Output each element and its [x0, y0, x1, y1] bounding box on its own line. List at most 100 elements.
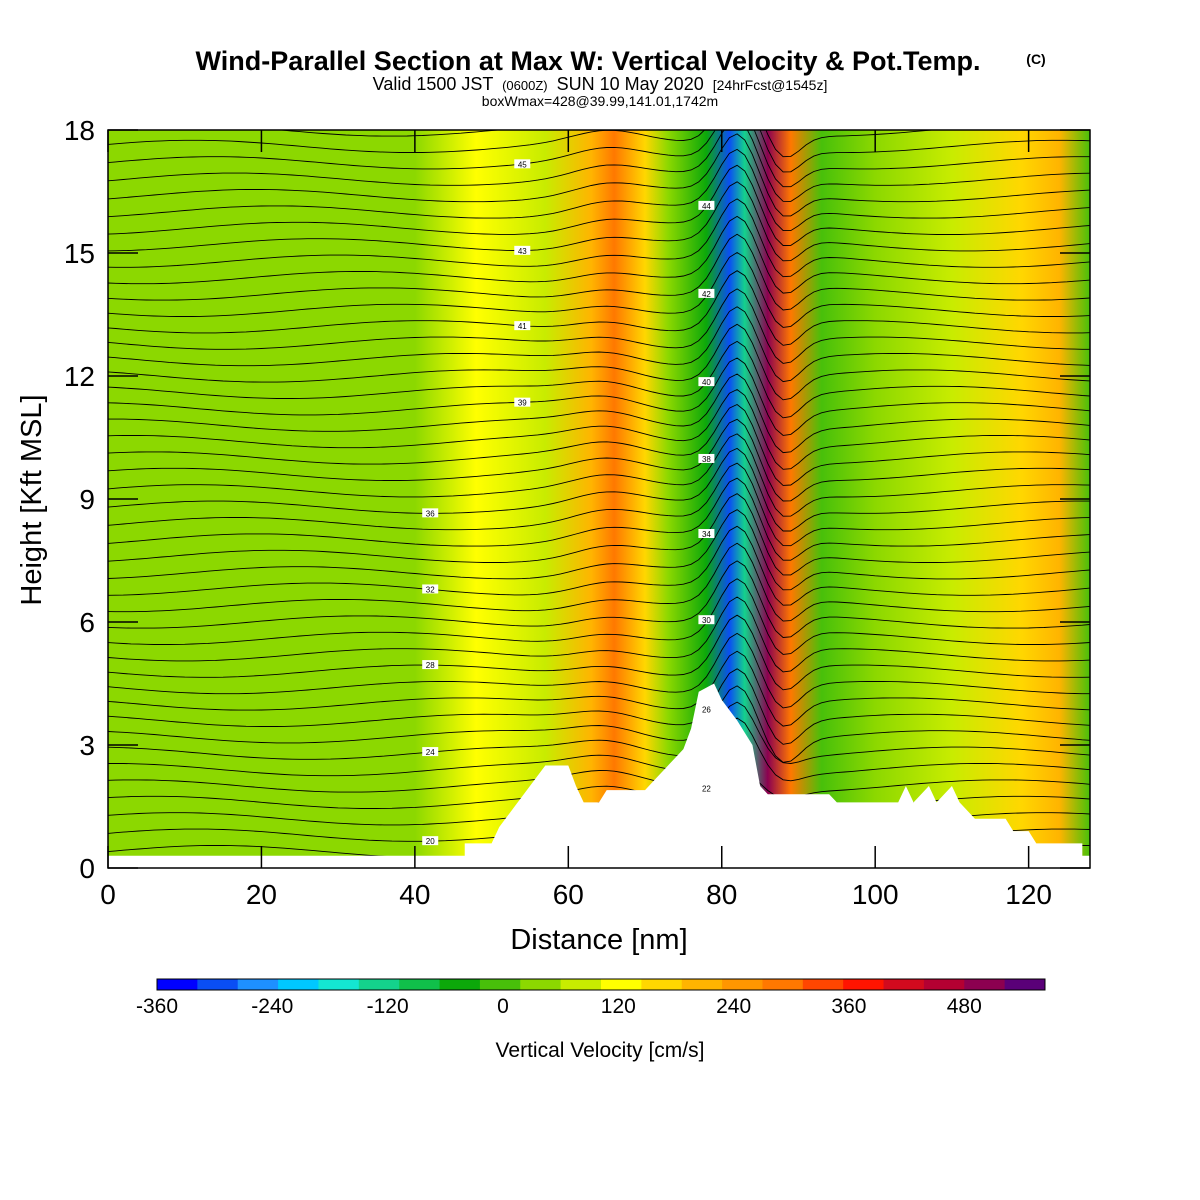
- theta-label-bg: [698, 453, 715, 463]
- theta-contour-line: [108, 650, 1090, 727]
- theta-label: 44: [702, 202, 711, 211]
- theta-label: 22: [702, 785, 711, 794]
- title-copyright-mark: (C): [1026, 51, 1045, 67]
- theta-label: 38: [702, 455, 711, 464]
- plot-area: 20 22 24 26 28 30 32 34 36 38 39 40 41 42 43 44 45: [108, 130, 1090, 868]
- theta-label-bg: [422, 584, 439, 594]
- colorbar-swatch: [520, 979, 562, 990]
- theta-contour-line: [108, 215, 1090, 294]
- colorbar-swatch: [1004, 979, 1046, 990]
- theta-contour-line: [108, 357, 1090, 436]
- theta-contour-line: [108, 198, 1090, 278]
- colorbar-tick-label: 0: [497, 995, 509, 1018]
- colorbar-tick-label: 360: [831, 995, 866, 1018]
- theta-contour-line: [108, 493, 1090, 576]
- theta-label: 39: [518, 399, 527, 408]
- theta-contour-line: [108, 596, 1090, 673]
- theta-contour-line: [108, 578, 1090, 655]
- theta-contour-line: [108, 233, 1090, 311]
- theta-contour-line: [108, 373, 1090, 454]
- colorbar-swatch: [318, 979, 360, 990]
- colorbar-swatch: [641, 979, 683, 990]
- theta-label-bg: [514, 245, 531, 255]
- colorbar-swatch: [237, 979, 279, 990]
- theta-label-bg: [698, 288, 715, 298]
- subtitle-valid-time: Valid 1500 JST: [373, 74, 494, 94]
- colorbar-tick-label: -240: [251, 995, 293, 1018]
- colorbar-tick-label: -360: [136, 995, 178, 1018]
- velocity-field: [108, 130, 1090, 868]
- colorbar-swatch: [802, 979, 844, 990]
- theta-contour-line: [108, 164, 1090, 246]
- theta-contour-line: [108, 323, 1090, 401]
- colorbar-swatch: [358, 979, 400, 990]
- theta-label-bg: [698, 200, 715, 210]
- colorbar-swatch: [843, 979, 885, 990]
- theta-label: 36: [426, 509, 435, 518]
- colorbar-ticks: -360 -240 -120 0 120 240 360 480: [136, 995, 982, 1018]
- colorbar-label: Vertical Velocity [cm/s]: [496, 1039, 705, 1062]
- theta-contour-line: [108, 403, 1090, 486]
- theta-label-bg: [698, 529, 715, 539]
- theta-label: 42: [702, 290, 711, 299]
- x-tick-label: 80: [706, 879, 737, 910]
- y-tick-label: 3: [79, 730, 95, 761]
- theta-contour-line: [108, 288, 1090, 364]
- x-tick-label: 100: [852, 879, 899, 910]
- theta-label: 40: [702, 378, 711, 387]
- theta-label-bg: [422, 836, 439, 846]
- y-tick-label: 18: [64, 115, 95, 146]
- y-axis-label: Height [Kft MSL]: [16, 394, 48, 605]
- theta-contour-line: [108, 130, 1090, 173]
- subtitle-date: SUN 10 May 2020: [557, 74, 704, 94]
- theta-contour-line: [108, 525, 1090, 606]
- colorbar-frame: [156, 978, 1046, 991]
- theta-label: 43: [518, 247, 527, 256]
- colorbar-swatch: [681, 979, 723, 990]
- x-tick-label: 20: [246, 879, 277, 910]
- theta-contour-line: [108, 251, 1090, 328]
- theta-contour-line: [108, 560, 1090, 638]
- x-tick-label: 120: [1005, 879, 1052, 910]
- theta-contour-line: [108, 668, 1090, 745]
- colorbar-swatch: [722, 979, 763, 990]
- colorbar-swatch: [197, 979, 239, 990]
- colorbar-tick-label: 480: [947, 995, 982, 1018]
- theta-label: 24: [426, 748, 435, 757]
- theta-label: 32: [426, 585, 435, 594]
- y-tick-label: 12: [64, 361, 95, 392]
- theta-contour-line: [108, 340, 1090, 419]
- colorbar-swatch: [278, 979, 319, 990]
- colorbar-swatch: [479, 979, 521, 990]
- theta-contour-line: [108, 542, 1090, 622]
- theta-contour-line: [108, 181, 1090, 262]
- theta-label-bg: [422, 747, 439, 757]
- theta-contour-line: [108, 388, 1090, 470]
- theta-contour-line: [108, 701, 1090, 764]
- theta-contour-line: [108, 433, 1090, 517]
- theta-label-bg: [698, 704, 715, 714]
- x-tick-label: 40: [399, 879, 430, 910]
- colorbar-swatch: [964, 979, 1006, 990]
- chart-title: Wind-Parallel Section at Max W: Vertical…: [196, 46, 981, 76]
- theta-label-bg: [422, 660, 439, 670]
- theta-contour-line: [108, 717, 1090, 782]
- theta-label-bg: [514, 159, 531, 169]
- theta-label-bg: [698, 615, 715, 625]
- theta-contour-line: [108, 306, 1090, 383]
- theta-label-bg: [422, 508, 439, 518]
- theta-label: 34: [702, 530, 711, 539]
- theta-label: 20: [426, 837, 435, 846]
- colorbar-tick-label: 120: [601, 995, 636, 1018]
- theta-contour-line: [108, 270, 1090, 346]
- theta-contour-line: [108, 133, 1090, 217]
- x-tick-label: 60: [553, 879, 584, 910]
- theta-label-bg: [698, 783, 715, 793]
- colorbar-swatch: [762, 979, 804, 990]
- theta-label: 28: [426, 661, 435, 670]
- colorbar: [156, 978, 1046, 991]
- theta-contour-labels: 20 22 24 26 28 30 32 34 36 38 39 40 41 42 43 44 45: [422, 159, 715, 846]
- y-tick-label: 6: [79, 607, 95, 638]
